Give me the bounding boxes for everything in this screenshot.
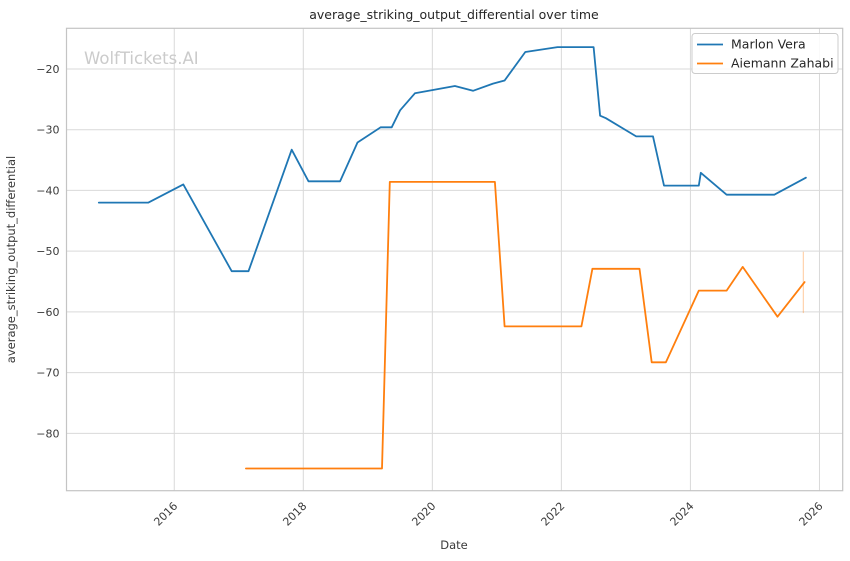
y-tick-label: −40 xyxy=(36,184,59,197)
y-tick-labels: −20 −30 −40 −50 −60 −70 −80 xyxy=(36,63,59,440)
series-line-marlon-vera xyxy=(97,46,807,273)
legend-box xyxy=(691,33,839,74)
watermark: WolfTickets.AI xyxy=(84,49,199,68)
x-tick-labels: 2016 2018 2020 2022 2024 2026 xyxy=(151,500,825,529)
series-line-aiemann-zahabi xyxy=(244,180,806,470)
y-tick-label: −30 xyxy=(36,124,59,137)
y-tick-label: −60 xyxy=(36,306,59,319)
legend-label-marlon-vera: Marlon Vera xyxy=(731,37,806,52)
legend-label-aiemann-zahabi: Aiemann Zahabi xyxy=(731,56,834,71)
grid-lines xyxy=(66,28,843,491)
y-axis-label: average_striking_output_differential xyxy=(4,156,18,363)
x-axis-label: Date xyxy=(440,538,468,552)
x-tick-label: 2022 xyxy=(539,500,568,529)
x-tick-label: 2018 xyxy=(280,500,309,529)
plot-border xyxy=(65,27,844,492)
x-tick-label: 2016 xyxy=(151,500,180,529)
x-tick-label: 2020 xyxy=(409,500,438,529)
y-tick-label: −80 xyxy=(36,427,59,440)
y-tick-label: −20 xyxy=(36,63,59,76)
legend: Marlon Vera Aiemann Zahabi xyxy=(691,33,839,74)
y-tick-label: −50 xyxy=(36,245,59,258)
y-tick-label: −70 xyxy=(36,367,59,380)
x-tick-label: 2026 xyxy=(797,500,826,529)
chart-title: average_striking_output_differential ove… xyxy=(309,7,599,22)
plot-area xyxy=(66,28,843,491)
x-tick-label: 2024 xyxy=(668,500,697,529)
data-series xyxy=(97,46,807,470)
